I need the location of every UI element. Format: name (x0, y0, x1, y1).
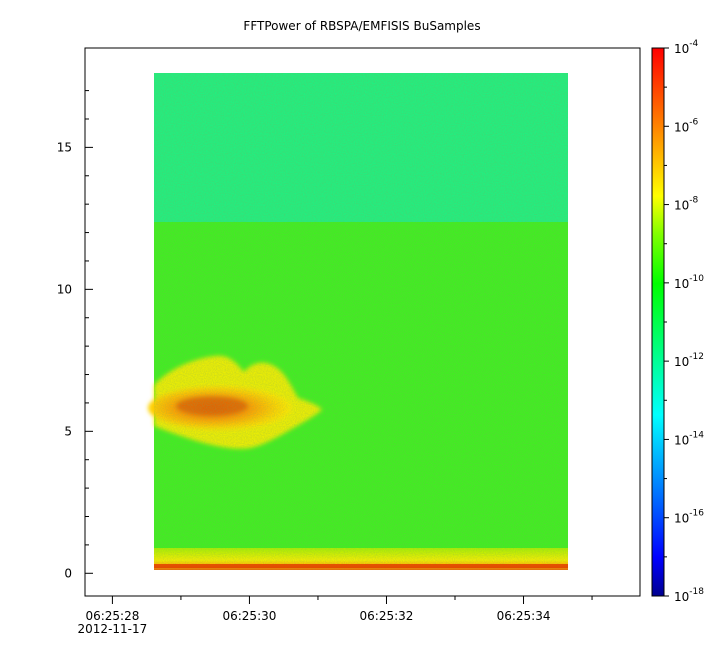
spectrogram-image (148, 73, 568, 570)
colorbar-tick-label: 10-18 (674, 587, 704, 604)
y-tick-label: 15 (57, 140, 72, 154)
colorbar-tick-label: 10-4 (674, 39, 699, 56)
colorbar-tick-label: 10-14 (674, 430, 704, 447)
colorbar-tick-label: 10-12 (674, 352, 704, 369)
colorbar-axis: 10-4 10-6 10-8 10-10 10-12 10-14 10-16 10-18 (664, 39, 704, 604)
x-tick-label: 06:25:28 (85, 609, 139, 623)
colorbar (651, 47, 665, 597)
x-tick-date: 2012-11-17 (78, 622, 148, 636)
x-tick-label: 06:25:34 (497, 609, 551, 623)
x-tick-label: 06:25:30 (222, 609, 276, 623)
colorbar-tick-label: 10-6 (674, 117, 699, 134)
colorbar-tick-label: 10-16 (674, 509, 704, 526)
y-axis: 0 5 10 15 (57, 90, 93, 580)
y-tick-label: 5 (64, 424, 72, 438)
x-tick-label: 06:25:32 (360, 609, 414, 623)
y-tick-label: 0 (64, 566, 72, 580)
zero-line (154, 564, 568, 568)
colorbar-tick-label: 10-8 (674, 196, 699, 213)
noise-overlay (154, 73, 568, 570)
chart-title: FFTPower of RBSPA/EMFISIS BuSamples (243, 19, 480, 33)
colorbar-tick-label: 10-10 (674, 274, 704, 291)
y-tick-label: 10 (57, 282, 72, 296)
